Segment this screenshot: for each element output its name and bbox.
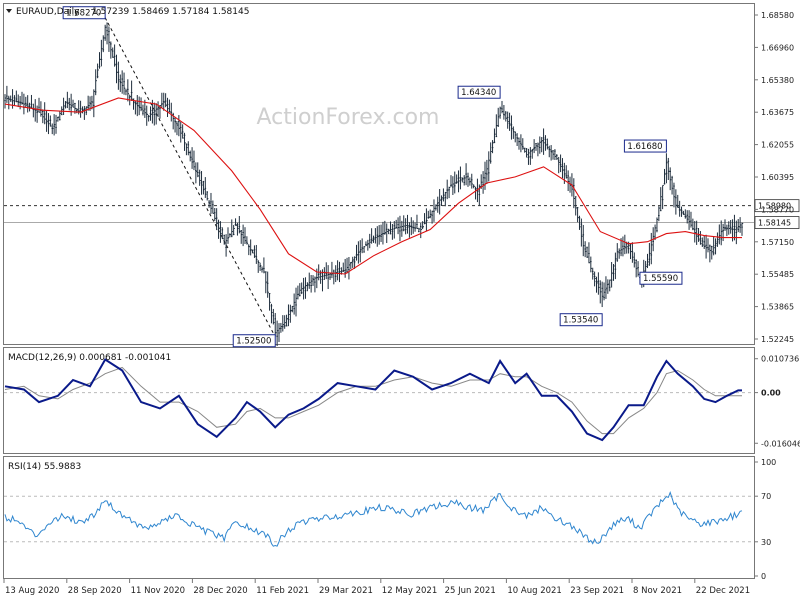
date-tick-label: 22 Dec 2021 [696, 586, 750, 596]
annotation-label: 1.55590 [643, 274, 678, 284]
rsi-tick-label: 70 [761, 492, 771, 501]
rsi-tick-label: 100 [761, 458, 776, 467]
price-tick-label: 1.63675 [761, 108, 794, 117]
macd-tick-label: -0.016046 [761, 439, 800, 448]
date-tick-label: 10 Aug 2021 [507, 586, 561, 596]
annotation-box [639, 271, 683, 285]
price-tick-label: 1.60395 [761, 173, 794, 182]
annotation-label: 1.61680 [627, 142, 662, 152]
price-tick-label: 1.53865 [761, 303, 794, 312]
macd-tick-label: 0.010736 [761, 355, 799, 364]
macd-tick-label: 0.00 [761, 389, 781, 398]
moving-average [4, 97, 742, 275]
price-tick-label: 1.65380 [761, 76, 794, 85]
rsi-lines [4, 491, 754, 547]
date-tick-label: 28 Sep 2020 [68, 586, 122, 596]
candles [4, 22, 744, 347]
price-annotations: 1.68270 1.52500 1.64340 1.61680 1.53540 1.555… [62, 6, 683, 348]
price-tick-label: 1.52245 [761, 335, 794, 344]
rsi-title: RSI(14) 55.9883 [8, 462, 81, 472]
trendline-segment [104, 17, 276, 337]
rsi-tick-label: 0 [761, 572, 766, 581]
dropdown-triangle-icon[interactable] [6, 9, 12, 13]
price-tick-label: 1.62055 [761, 141, 794, 150]
date-axis: 13 Aug 2020 28 Sep 2020 11 Nov 2020 28 Dec … [3, 579, 750, 596]
moving-average-line [4, 97, 742, 275]
rsi-axis: 100 70 30 0 [754, 458, 776, 581]
macd-panel-frame [3, 347, 755, 454]
price-tick-label: 1.57150 [761, 238, 794, 247]
date-tick-label: 8 Nov 2021 [633, 586, 682, 596]
annotation-box [62, 6, 106, 20]
reference-price-label: 1.58980 [758, 202, 791, 211]
ohlc-label: 1.57239 1.58469 1.57184 1.58145 [92, 7, 249, 17]
macd-line [4, 358, 742, 442]
date-tick-label: 28 Dec 2020 [193, 586, 247, 596]
reference-price-label: 1.58145 [758, 219, 791, 228]
reference-price-tag [754, 199, 800, 213]
annotation-box [623, 139, 667, 153]
date-tick-label: 23 Sep 2021 [570, 586, 624, 596]
annotation-box [457, 85, 501, 99]
annotation-label: 1.64340 [461, 88, 496, 98]
price-tick-label: 1.55485 [761, 270, 794, 279]
rsi-panel-frame [3, 456, 755, 579]
price-tick-label: 1.58770 [761, 205, 794, 214]
price-axis: 1.68580 1.66960 1.65380 1.63675 1.62055 1.603… [754, 11, 794, 344]
price-panel-frame [3, 3, 755, 345]
watermark: ActionForex.com [257, 105, 440, 130]
date-tick-label: 25 Jun 2021 [445, 586, 496, 596]
macd-lines [4, 358, 754, 442]
annotation-label: 1.52500 [236, 337, 271, 347]
symbol-label: EURAUD,Daily [16, 7, 80, 17]
date-tick-label: 29 Mar 2021 [319, 586, 373, 596]
annotation-box [559, 313, 603, 327]
reference-price-tag [754, 216, 800, 229]
date-tick-label: 11 Feb 2021 [256, 586, 309, 596]
macd-axis: 0.010736 0.00 -0.016046 [754, 355, 800, 448]
date-tick-label: 11 Nov 2020 [131, 586, 185, 596]
annotation-label: 1.53540 [563, 316, 598, 326]
annotation-box [232, 334, 276, 348]
annotation-label: 1.68270 [66, 9, 101, 19]
macd-title: MACD(12,26,9) 0.000681 -0.001041 [8, 353, 171, 363]
reference-lines: 1.58980 1.58145 [4, 199, 800, 229]
date-tick-label: 13 Aug 2020 [5, 586, 59, 596]
trendline [104, 17, 276, 337]
price-tick-label: 1.68580 [761, 11, 794, 20]
price-tick-label: 1.66960 [761, 43, 794, 52]
rsi-line [4, 491, 743, 547]
rsi-tick-label: 30 [761, 538, 771, 547]
date-tick-label: 12 May 2021 [382, 586, 437, 596]
